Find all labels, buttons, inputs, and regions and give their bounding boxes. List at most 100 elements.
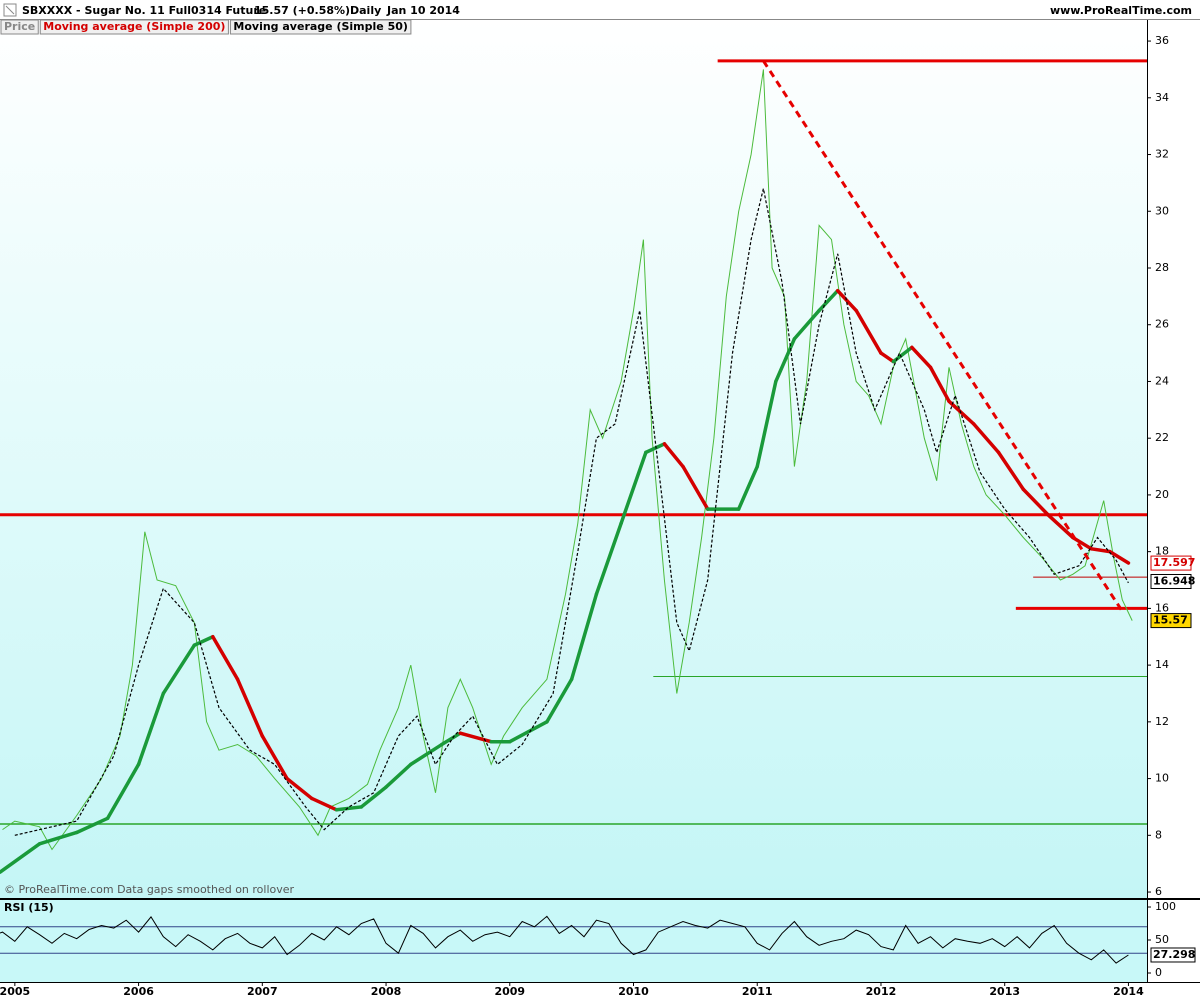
ma-segment [310, 796, 339, 812]
rsi-line [0, 915, 1129, 964]
rsi-title: RSI (15) [4, 901, 54, 914]
ma-segment [508, 720, 549, 744]
x-tick-label: 2008 [371, 985, 402, 998]
x-tick-label: 2009 [494, 985, 525, 998]
y-tick-label: 100 [1155, 900, 1176, 913]
y-tick-label: 24 [1155, 374, 1169, 387]
y-tick-label: 28 [1155, 261, 1169, 274]
ma-segment [439, 731, 463, 747]
legend-tab[interactable] [39, 19, 229, 35]
x-tick-label: 2006 [123, 985, 154, 998]
ma-line [14, 188, 1129, 836]
ma-segment [854, 308, 883, 355]
ma-segment [947, 399, 976, 426]
ma-segment [910, 345, 933, 370]
ma-segment [260, 734, 289, 781]
price-panel [0, 59, 1147, 874]
y-tick-label: 22 [1155, 431, 1169, 444]
y-tick-label: 8 [1155, 828, 1162, 841]
x-tick-label: 2013 [989, 985, 1020, 998]
value-label: 16.948 [1153, 574, 1195, 587]
ma-segment [161, 643, 197, 696]
ma-segment [792, 308, 821, 341]
x-tick-label: 2012 [866, 985, 897, 998]
ma-segment [334, 805, 364, 812]
y-tick-label: 10 [1155, 772, 1169, 785]
ma-segment [0, 842, 42, 874]
ma-segment [136, 691, 166, 767]
ma-segment [1108, 549, 1131, 565]
legend-entry[interactable]: Moving average (Simple 50) [233, 20, 408, 33]
ma-segment [662, 442, 685, 469]
ma-segment [192, 634, 215, 648]
note: © ProRealTime.com Data gaps smoothed on … [4, 883, 295, 896]
y-tick-label: 18 [1155, 545, 1169, 558]
ma-segment [594, 521, 623, 596]
ma-segment [619, 450, 648, 526]
trend-line [762, 60, 1124, 613]
value-label: 15.57 [1153, 614, 1188, 627]
value-badge [1150, 555, 1192, 571]
legend-tab[interactable] [229, 19, 412, 35]
y-tick-label: 50 [1155, 933, 1169, 946]
ma-segment [285, 776, 314, 801]
ma-segment [817, 288, 840, 313]
legend-tab[interactable] [0, 19, 39, 35]
y-tick-label: 26 [1155, 318, 1169, 331]
ma-segment [359, 785, 388, 809]
value-badge [1150, 573, 1192, 589]
x-tick-label: 2014 [1113, 985, 1144, 998]
plot-area [0, 20, 1147, 898]
value-badge [1150, 947, 1196, 963]
y-tick-label: 20 [1155, 488, 1169, 501]
y-tick-label: 0 [1155, 966, 1162, 979]
x-tick-label: 2005 [0, 985, 30, 998]
ma-segment [1021, 487, 1050, 517]
window-icon [5, 5, 15, 15]
ma-segment [835, 288, 858, 313]
ma-segment [458, 731, 493, 744]
rsi-plot-area [0, 900, 1147, 982]
value-badge [1150, 613, 1192, 629]
x-tick-label: 2007 [247, 985, 278, 998]
ma-segment [1071, 535, 1094, 551]
site[interactable]: www.ProRealTime.com [1050, 4, 1192, 17]
value-label: 17.597 [1153, 556, 1195, 569]
y-tick-label: 6 [1155, 885, 1162, 898]
y-tick-label: 32 [1155, 148, 1169, 161]
x-tick-label: 2010 [618, 985, 649, 998]
ma-segment [755, 379, 778, 469]
legend: Price Moving average (Simple 200) Moving a… [0, 19, 412, 35]
y-tick-label: 14 [1155, 658, 1169, 671]
ma-segment [736, 464, 759, 511]
symbol: SBXXXX - Sugar No. 11 Full0314 Future [22, 4, 266, 17]
ma-segment [384, 762, 413, 789]
y-tick-label: 30 [1155, 204, 1169, 217]
ma-segment [644, 442, 667, 455]
legend-entry[interactable]: Moving average (Simple 200) [43, 20, 225, 33]
ma-segment [928, 365, 951, 404]
rsi-panel [0, 915, 1147, 964]
ma-segment [74, 816, 110, 835]
ma-segment [37, 830, 79, 846]
ma-segment [235, 677, 265, 738]
ma-segment [879, 351, 896, 364]
ma-segment [105, 762, 141, 821]
ma-segment [774, 337, 797, 384]
ma-segment [996, 450, 1026, 491]
x-tick-label: 2011 [742, 985, 773, 998]
ma-segment [972, 422, 1001, 455]
ma-segment [681, 464, 710, 511]
ma-segment [1046, 513, 1075, 540]
legend-entry[interactable]: Price [4, 20, 35, 33]
y-tick-label: 34 [1155, 91, 1169, 104]
y-tick-label: 16 [1155, 601, 1169, 614]
quote: 15.57 (+0.58%) [254, 4, 350, 17]
ma-segment [211, 634, 240, 682]
ma-segment [545, 677, 574, 724]
price-line [2, 69, 1133, 851]
value-label: 27.298 [1153, 948, 1195, 961]
y-tick-label: 12 [1155, 715, 1169, 728]
y-tick-label: 36 [1155, 34, 1169, 47]
